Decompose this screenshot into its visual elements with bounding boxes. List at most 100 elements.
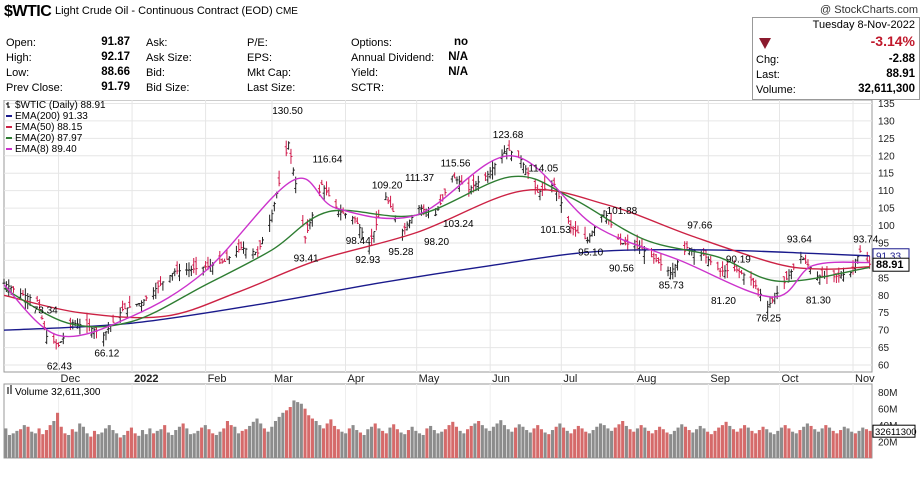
legend-label: EMA(200) 91.33 — [15, 111, 88, 122]
price-annotation: 114.05 — [528, 164, 558, 175]
volume-bar — [514, 427, 518, 458]
volume-bar — [750, 430, 754, 458]
volume-bar — [783, 425, 787, 458]
volume-bar — [746, 427, 750, 458]
volume-bar — [695, 429, 699, 458]
volume-bar — [148, 428, 152, 458]
x-tick-label: May — [419, 373, 440, 385]
y-tick-label: 70 — [878, 326, 890, 337]
volume-bar — [680, 424, 684, 458]
stat-label: Bid: — [146, 67, 165, 79]
volume-bar — [273, 421, 278, 458]
volume-bar — [222, 428, 226, 458]
volume-bar — [7, 434, 12, 458]
legend-label: EMA(20) 87.97 — [15, 133, 83, 144]
volume-bar — [67, 434, 71, 458]
stat-label: P/E: — [247, 37, 268, 49]
volume-bar — [33, 433, 37, 458]
y-tick-label: 110 — [878, 186, 894, 197]
volume-bar — [768, 432, 772, 458]
price-annotation: 101.88 — [607, 206, 638, 217]
price-annotation: 62.43 — [47, 362, 72, 373]
stat-label: Ask Size: — [146, 52, 192, 64]
volume-bar — [639, 425, 643, 458]
volume-bar — [225, 421, 230, 458]
volume-bar — [200, 427, 204, 458]
volume-bar — [181, 423, 185, 458]
volume-bar — [591, 430, 595, 458]
volume-bar — [824, 425, 828, 458]
volume-bar — [251, 421, 255, 458]
volume-bar — [547, 434, 551, 458]
volume-bar — [683, 426, 688, 458]
volume-bar — [610, 430, 614, 458]
volume-bar — [144, 434, 148, 458]
stat-label: Open: — [6, 37, 36, 49]
price-annotation: 81.30 — [806, 296, 831, 307]
price-annotation: 116.64 — [313, 155, 343, 166]
x-tick-label: Sep — [710, 373, 730, 385]
volume-bar — [78, 423, 82, 458]
stat-value: -2.88 — [888, 53, 915, 65]
volume-bar — [388, 427, 392, 458]
y-tick-label: 130 — [878, 116, 895, 127]
volume-bar — [155, 430, 159, 458]
ema-line-ema8 — [3, 155, 870, 338]
volume-bar — [672, 430, 676, 458]
volume-bar — [550, 430, 555, 458]
volume-bar — [41, 434, 45, 458]
volume-bar — [613, 427, 617, 458]
volume-bar — [344, 433, 348, 458]
volume-bar — [506, 429, 510, 458]
volume-last-label: 32611300 — [875, 427, 917, 438]
volume-bar — [255, 418, 259, 458]
stat-label: Prev Close: — [6, 82, 63, 94]
volume-bar — [835, 433, 839, 458]
volume-bar — [480, 425, 484, 458]
stat-label: Options: — [351, 37, 392, 49]
volume-bar — [473, 423, 477, 458]
y-tick-label: 80 — [878, 291, 890, 302]
volume-bar — [137, 435, 141, 458]
price-annotation: 85.73 — [659, 280, 684, 291]
volume-bar — [517, 424, 521, 458]
price-annotation: 73.34 — [33, 306, 58, 317]
x-tick-label: Dec — [61, 373, 81, 385]
symbol-description: Light Crude Oil - Continuous Contract (E… — [55, 5, 298, 17]
stat-label: Chg: — [756, 54, 780, 66]
volume-bar — [107, 425, 111, 458]
price-annotation: 98.44 — [346, 236, 371, 247]
volume-bar — [196, 430, 200, 458]
y-tick-label: 65 — [878, 343, 890, 354]
y-tick-label: 95 — [878, 238, 890, 249]
volume-bar — [30, 431, 34, 458]
volume-bar — [410, 426, 414, 458]
x-tick-label: Jun — [492, 373, 510, 385]
x-tick-label: Oct — [782, 373, 799, 385]
volume-bar — [163, 425, 167, 458]
volume-bar — [399, 432, 403, 458]
volume-bar — [791, 431, 795, 458]
volume-bar — [691, 432, 695, 458]
volume-bar — [166, 432, 170, 458]
volume-bar — [292, 400, 296, 458]
volume-bar — [384, 433, 388, 458]
volume-bar — [728, 425, 732, 458]
volume-bar — [665, 432, 669, 458]
price-annotation: 92.93 — [355, 255, 380, 266]
stat-label: High: — [6, 52, 32, 64]
price-annotation: 109.20 — [372, 180, 403, 191]
volume-bar — [754, 433, 758, 458]
volume-bar — [702, 428, 706, 458]
volume-bar — [802, 426, 806, 458]
y-tick-label: 60 — [878, 361, 890, 372]
copyright: @ StockCharts.com — [820, 4, 918, 16]
volume-legend-label: Volume 32,611,300 — [15, 387, 101, 398]
volume-bar — [576, 425, 580, 458]
volume-bar — [820, 428, 824, 458]
stat-label: Low: — [6, 67, 30, 79]
volume-bar — [329, 419, 333, 458]
volume-bar — [850, 431, 854, 458]
volume-bar — [772, 434, 776, 458]
volume-bar — [539, 429, 543, 458]
